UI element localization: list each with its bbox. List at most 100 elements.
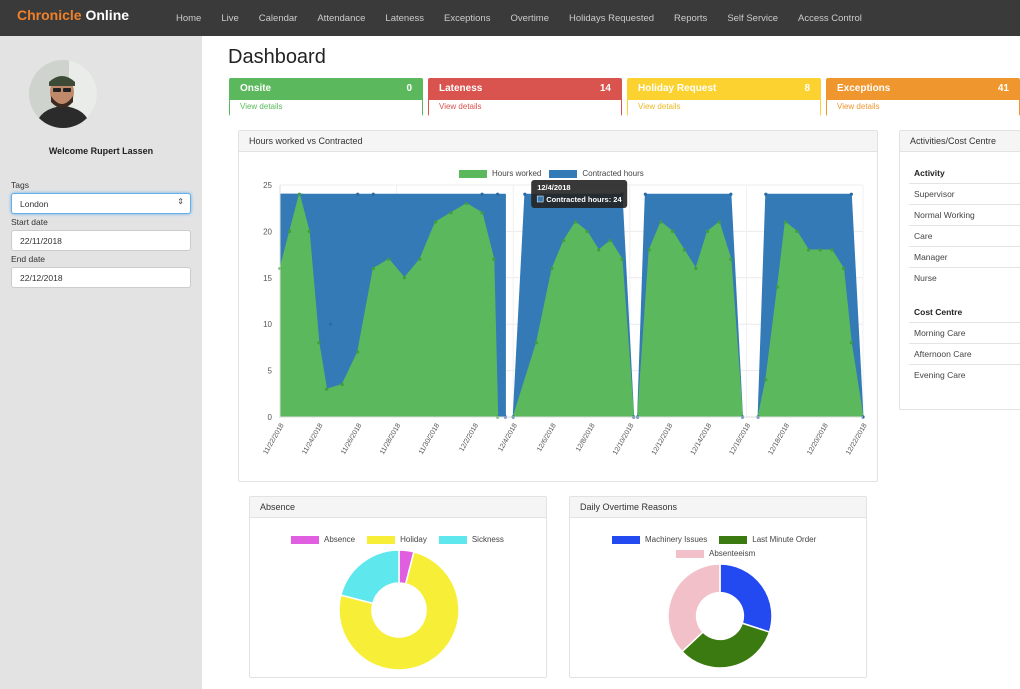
top-navbar: Chronicle Online Home Live Calendar Atte… — [0, 0, 1020, 36]
hours-worked-point — [597, 248, 601, 252]
legend-label-absence: Absence — [324, 535, 356, 544]
donut-slice-holiday — [338, 550, 460, 671]
hours-worked-point — [670, 229, 675, 233]
hours-worked-point — [562, 239, 566, 243]
overtime-legend-row2: Absenteeism — [676, 549, 755, 558]
nav-exceptions[interactable]: Exceptions — [443, 12, 491, 24]
cost-centre-evening-care[interactable]: Evening Care — [909, 364, 1020, 385]
legend-label-contracted: Contracted hours — [582, 169, 644, 178]
hours-worked-area — [757, 221, 864, 418]
y-tick-label: 5 — [268, 367, 273, 376]
legend-swatch-sickness — [438, 535, 467, 544]
cost-centre-morning-care[interactable]: Morning Care — [909, 322, 1020, 343]
stat-holiday-header: Holiday Request 8 — [628, 79, 820, 100]
contracted-hours-point — [480, 192, 484, 196]
legend-swatch-hours-worked — [459, 169, 487, 178]
brand-part1: Chronicle — [17, 7, 82, 23]
nav-lateness[interactable]: Lateness — [385, 12, 424, 24]
contracted-hours-point — [371, 192, 375, 196]
end-date-input[interactable]: 22/12/2018 — [11, 267, 191, 288]
sidebar: Welcome Rupert Lassen Tags London ⇕ Star… — [0, 36, 202, 689]
nav-self-service[interactable]: Self Service — [727, 12, 778, 24]
activity-item-nurse[interactable]: Nurse — [909, 267, 1020, 288]
start-date-input[interactable]: 22/11/2018 — [11, 230, 191, 251]
overtime-doughnut-chart — [667, 563, 773, 669]
hours-worked-point — [550, 266, 554, 271]
legend-label-holiday: Holiday — [400, 535, 427, 544]
activity-heading: Activity — [914, 168, 945, 178]
stat-holiday-view-details-link[interactable]: View details — [628, 100, 820, 116]
hours-worked-point — [288, 229, 292, 233]
contracted-hours-point — [764, 192, 768, 196]
activity-item-care[interactable]: Care — [909, 225, 1020, 246]
nav-access-control[interactable]: Access Control — [798, 12, 862, 24]
brand-logo[interactable]: Chronicle Online — [17, 7, 129, 23]
hours-worked-point — [317, 341, 321, 345]
contracted-hours-point — [643, 192, 647, 196]
y-tick-label: 15 — [263, 274, 272, 283]
activity-item-supervisor[interactable]: Supervisor — [909, 183, 1020, 204]
stat-exceptions-title: Exceptions — [837, 83, 891, 94]
donut-slice-absenteeism — [667, 563, 721, 653]
stat-lateness-view-details-link[interactable]: View details — [429, 100, 621, 116]
hours-worked-point — [694, 266, 698, 271]
hours-worked-point — [775, 285, 780, 289]
hours-worked-point — [371, 266, 375, 271]
stat-lateness-title: Lateness — [439, 83, 483, 94]
x-tick-label: 12/4/2018 — [497, 422, 519, 453]
tooltip-date: 12/4/2018 — [537, 183, 570, 192]
stat-lateness: Lateness 14 View details — [428, 78, 622, 116]
hours-worked-point — [659, 220, 663, 224]
tags-select-value: London — [20, 199, 49, 209]
nav-home[interactable]: Home — [176, 12, 202, 24]
hours-worked-point — [297, 192, 302, 196]
tags-select[interactable]: London ⇕ — [11, 193, 191, 214]
hours-worked-point — [340, 382, 344, 387]
hours-worked-point — [682, 248, 686, 252]
legend-swatch-contracted — [549, 169, 578, 178]
hours-worked-point — [783, 220, 787, 224]
stat-exceptions-view-details-link[interactable]: View details — [827, 100, 1019, 116]
stat-lateness-header: Lateness 14 — [429, 79, 621, 100]
nav-calendar[interactable]: Calendar — [258, 12, 298, 24]
legend-label-absenteeism: Absenteeism — [709, 549, 756, 558]
x-tick-label: 11/30/2018 — [418, 422, 441, 455]
nav-reports[interactable]: Reports — [674, 12, 708, 24]
activity-item-normal-working[interactable]: Normal Working — [909, 204, 1020, 225]
hours-worked-point — [830, 248, 834, 252]
hours-worked-point — [573, 220, 577, 224]
stat-holiday-value: 8 — [804, 83, 810, 94]
stat-onsite-view-details-link[interactable]: View details — [230, 100, 422, 116]
cost-centre-afternoon-care[interactable]: Afternoon Care — [909, 343, 1020, 364]
tags-label: Tags — [11, 180, 29, 190]
hours-worked-point — [620, 257, 624, 261]
y-tick-label: 25 — [263, 181, 272, 190]
legend-swatch-last-minute — [719, 535, 748, 544]
activities-panel: Activities/Cost Centre Activity Cost Cen… — [899, 130, 1020, 410]
legend-label-machinery: Machinery Issues — [645, 535, 708, 544]
select-caret-icon: ⇕ — [177, 197, 184, 206]
nav-live[interactable]: Live — [221, 12, 239, 24]
stat-lateness-value: 14 — [599, 83, 611, 94]
x-tick-label: 12/10/2018 — [612, 422, 636, 456]
contracted-hours-point — [328, 322, 333, 326]
contracted-hours-point — [496, 192, 500, 196]
legend-swatch-absence — [291, 535, 319, 544]
nav-overtime[interactable]: Overtime — [510, 12, 550, 24]
absence-legend: Absence Holiday Sickness — [291, 535, 504, 544]
legend-label-last-minute: Last Minute Order — [752, 535, 817, 544]
nav-holidays-requested[interactable]: Holidays Requested — [569, 12, 655, 24]
absence-panel-title: Absence — [250, 497, 546, 518]
legend-label-sickness: Sickness — [471, 535, 504, 544]
hours-worked-point — [480, 211, 484, 215]
hours-worked-point — [492, 257, 496, 261]
contracted-hours-point — [356, 192, 360, 196]
nav-attendance[interactable]: Attendance — [317, 12, 366, 24]
donut-slice-sickness — [339, 549, 400, 605]
overtime-legend-row1: Machinery Issues Last Minute Order — [612, 535, 816, 544]
activity-item-manager[interactable]: Manager — [909, 246, 1020, 267]
welcome-message: Welcome Rupert Lassen — [48, 146, 154, 156]
tooltip-swatch — [536, 195, 544, 203]
legend-swatch-absenteeism — [676, 549, 704, 558]
hours-worked-point — [307, 229, 311, 233]
